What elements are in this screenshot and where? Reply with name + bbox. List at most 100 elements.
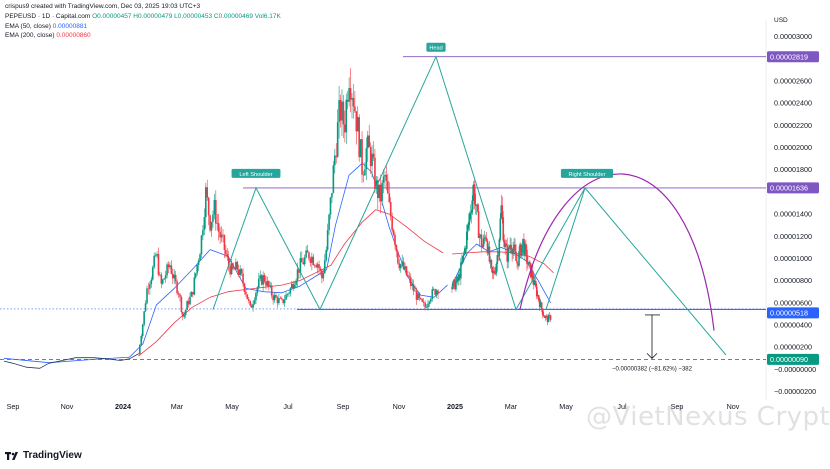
y-axis-currency: USD xyxy=(774,17,788,24)
y-tick-label: 0.00001200 xyxy=(774,232,812,241)
candle-body xyxy=(270,285,273,296)
candle-body xyxy=(395,245,398,252)
candle-body xyxy=(199,254,201,261)
candle-body xyxy=(535,286,538,297)
candle-body xyxy=(549,315,552,320)
candle-body xyxy=(293,284,296,289)
candle-body xyxy=(311,256,313,263)
candle-body xyxy=(388,193,391,203)
candle-body xyxy=(341,101,343,121)
ema200-legend[interactable]: EMA (200, close) 0.00000860 xyxy=(5,32,91,40)
candle-body xyxy=(141,324,144,337)
candle-body xyxy=(143,311,145,325)
x-tick-label: Sep xyxy=(671,402,684,411)
ema50-legend[interactable]: EMA (50, close) 0.00000881 xyxy=(5,23,87,31)
candle-body xyxy=(527,263,529,265)
price-label-target-bg xyxy=(767,353,819,365)
candle-body xyxy=(190,291,193,297)
candle-body xyxy=(523,238,525,255)
candle-body xyxy=(194,273,197,278)
head-shoulders-pattern[interactable] xyxy=(212,55,727,356)
candle-body xyxy=(159,274,161,276)
candle-body xyxy=(472,184,475,196)
candle-body xyxy=(465,231,468,249)
measure-arrowhead xyxy=(646,353,658,359)
candle-body xyxy=(372,153,375,158)
price-label-head: 0.00002819 xyxy=(770,52,808,61)
candle-body xyxy=(147,288,150,290)
candle-body xyxy=(467,221,470,225)
candle-body xyxy=(409,277,412,286)
candle-body xyxy=(459,273,461,279)
candle-body xyxy=(309,258,312,263)
candle-body xyxy=(288,293,290,294)
candle-body xyxy=(521,244,523,256)
candle-body xyxy=(328,214,330,231)
candle-body xyxy=(453,279,455,282)
candle-body xyxy=(464,248,466,254)
candle-body xyxy=(522,238,524,245)
candle-body xyxy=(351,97,353,100)
candle-body xyxy=(405,266,408,276)
candle-body xyxy=(399,264,402,269)
chart-attribution: crispus9 created with TradingView.com, D… xyxy=(5,3,201,10)
candle-body xyxy=(506,245,508,262)
tradingview-logo[interactable]: TradingView xyxy=(5,450,82,461)
candle-body xyxy=(212,214,214,222)
candle-body xyxy=(140,336,143,345)
candle-body xyxy=(262,275,264,285)
candle-body xyxy=(532,270,534,280)
candle-body xyxy=(356,117,359,132)
candle-body xyxy=(468,213,471,222)
ema50-label: EMA (50, close) xyxy=(5,23,51,30)
candle-body xyxy=(427,303,429,308)
candle-body xyxy=(240,269,243,274)
candle-body xyxy=(167,264,170,268)
candle-body xyxy=(404,266,406,270)
candle-body xyxy=(226,254,229,258)
candle-body xyxy=(533,279,535,285)
cup-arc[interactable] xyxy=(519,173,715,331)
candle-body xyxy=(430,298,432,302)
candle-body xyxy=(516,260,518,264)
candle-body xyxy=(272,295,274,301)
candle-body xyxy=(166,264,168,276)
candle-body xyxy=(161,279,164,284)
candle-body xyxy=(329,197,332,215)
candle-body xyxy=(414,290,416,292)
candle-body xyxy=(196,264,198,274)
candle-body xyxy=(515,251,517,261)
candle-body xyxy=(364,169,366,176)
candle-body xyxy=(146,288,148,304)
candle-body xyxy=(542,314,545,317)
candle-body xyxy=(421,299,424,302)
candle-body xyxy=(401,261,403,265)
x-tick-label: Jul xyxy=(283,402,293,411)
candle-body xyxy=(520,244,522,256)
candle-body xyxy=(408,276,411,278)
candle-body xyxy=(348,88,350,102)
candle-body xyxy=(514,244,516,252)
candle-body xyxy=(510,244,512,250)
candle-body xyxy=(369,147,372,167)
x-tick-label: May xyxy=(225,402,239,411)
candle-body xyxy=(303,257,306,265)
candle-body xyxy=(249,300,252,306)
candle-body xyxy=(290,283,293,289)
left-shoulder-label-bg xyxy=(231,168,281,178)
candle-body xyxy=(187,301,190,305)
right-shoulder-label: Right Shoulder xyxy=(568,172,605,178)
candle-body xyxy=(339,99,342,121)
candle-body xyxy=(407,275,409,277)
candle-body xyxy=(502,217,505,241)
candle-body xyxy=(460,262,462,279)
candle-body xyxy=(434,289,436,295)
candle-body xyxy=(153,255,155,268)
candle-body xyxy=(361,139,363,175)
candle-body xyxy=(269,285,272,287)
candle-body xyxy=(222,234,224,236)
candle-body xyxy=(197,260,200,265)
candle-body xyxy=(346,99,349,102)
candle-body xyxy=(500,205,503,219)
